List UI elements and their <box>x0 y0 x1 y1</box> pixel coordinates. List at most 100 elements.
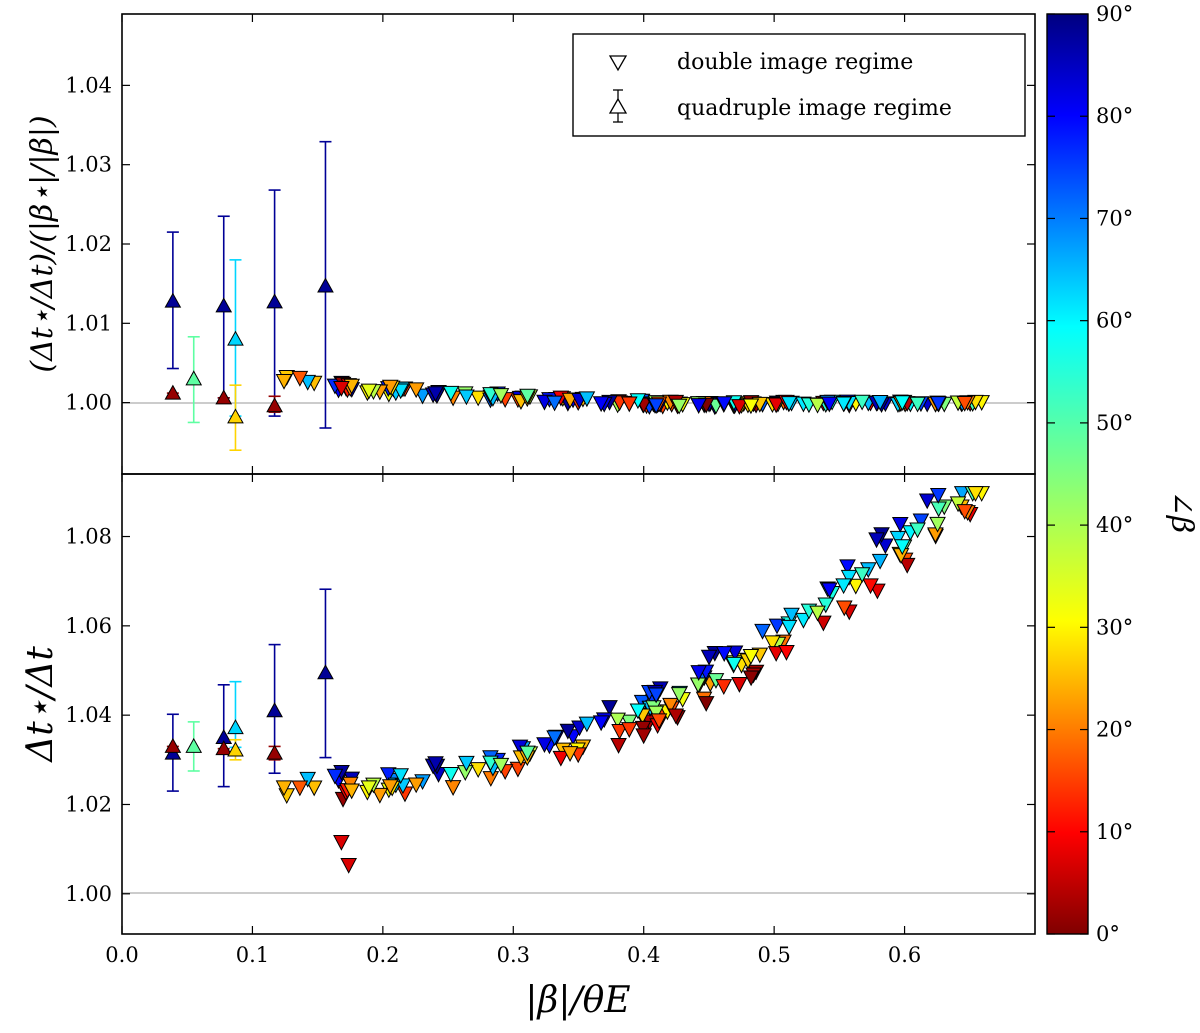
double-point-top <box>647 398 665 415</box>
double-point-bottom <box>815 615 832 632</box>
quad-point <box>266 397 283 413</box>
double-point-bottom <box>821 582 838 599</box>
double-point-bottom <box>795 612 812 629</box>
colorbar-tick-label: 0° <box>1096 922 1120 946</box>
double-point-bottom <box>444 780 462 796</box>
double-point-bottom <box>726 645 744 662</box>
double-point-bottom <box>291 780 309 797</box>
colorbar-tick-label: 60° <box>1096 309 1133 333</box>
colorbar-tick-label: 10° <box>1096 820 1133 844</box>
y-tick-label: 1.03 <box>65 153 112 177</box>
colorbar-tick-label: 20° <box>1096 718 1133 742</box>
double-point-bottom <box>647 687 665 704</box>
double-point-top <box>929 396 947 413</box>
double-point-bottom <box>407 777 425 794</box>
y-tick-label: 1.06 <box>65 614 112 638</box>
double-point-top <box>392 383 410 400</box>
double-point-bottom <box>780 619 798 636</box>
double-point-bottom <box>909 522 926 539</box>
quad-point <box>317 664 334 680</box>
double-point-bottom <box>835 600 853 617</box>
double-point-top <box>871 394 889 411</box>
quad-point <box>164 384 182 400</box>
double-point-bottom <box>670 687 688 703</box>
double-point-bottom <box>561 746 579 762</box>
double-point-bottom <box>898 557 916 574</box>
legend-double-label: double image regime <box>677 50 913 75</box>
double-point-top <box>809 397 826 414</box>
y-tick-label: 1.02 <box>65 232 112 256</box>
legend-box <box>572 33 1026 137</box>
double-point-top <box>835 396 852 413</box>
double-point-top <box>821 396 838 413</box>
double-point-bottom <box>601 700 618 716</box>
double-point-top <box>909 396 926 413</box>
top-y-axis-title: (Δt⋆/Δt)/(|β⋆|/|β|) <box>25 115 60 372</box>
double-point-bottom <box>379 767 397 784</box>
colorbar-ticks: 0° 10° 20° 30° 40° 50° 60° 70° 80° 90° <box>1047 2 1133 946</box>
double-point-bottom <box>482 771 500 787</box>
double-point-bottom <box>536 737 553 754</box>
double-point-top <box>620 396 638 413</box>
double-point-bottom <box>509 761 527 778</box>
double-point-bottom <box>754 623 771 640</box>
top-quadruple-group <box>164 140 334 452</box>
double-point-top <box>690 398 708 414</box>
bottom-axes-frame <box>121 473 1036 935</box>
x-tick-label: 0.6 <box>888 943 921 967</box>
colorbar-tick-label: 70° <box>1096 206 1133 230</box>
double-point-top <box>458 389 475 406</box>
double-point-bottom <box>343 783 361 800</box>
double-point-bottom <box>809 605 826 622</box>
quad-point <box>164 737 182 753</box>
double-point-bottom <box>275 780 293 797</box>
quad-point <box>266 293 283 309</box>
double-point-bottom <box>392 768 410 785</box>
double-point-top <box>291 370 309 387</box>
colorbar-gradient <box>1046 13 1089 935</box>
double-point-bottom <box>609 712 626 729</box>
bottom-y-ticks: 1.00 1.02 1.04 1.06 1.08 <box>65 525 1035 906</box>
double-point-bottom <box>690 665 708 681</box>
quad-point <box>227 330 244 346</box>
double-point-top <box>715 396 733 413</box>
double-point-bottom <box>783 607 800 624</box>
colorbar-tick-label: 50° <box>1096 411 1133 435</box>
double-point-bottom <box>912 513 930 530</box>
double-point-top <box>442 385 460 402</box>
colorbar: 0° 10° 20° 30° 40° 50° 60° 70° 80° 90° ∠β <box>1046 2 1199 946</box>
double-point-top <box>956 395 974 412</box>
y-tick-label: 1.01 <box>65 311 112 335</box>
double-point-bottom <box>725 656 743 673</box>
y-tick-label: 1.02 <box>65 792 112 816</box>
double-point-top <box>742 398 760 415</box>
colorbar-label: ∠β <box>1164 491 1199 533</box>
double-point-bottom <box>610 738 627 754</box>
double-point-bottom <box>647 705 665 722</box>
double-point-top <box>469 390 487 407</box>
double-point-bottom <box>305 780 323 797</box>
x-tick-label: 0.4 <box>627 943 660 967</box>
double-point-bottom <box>893 539 911 556</box>
double-point-bottom <box>956 504 974 520</box>
double-point-bottom <box>715 679 733 695</box>
double-point-top <box>670 398 688 415</box>
double-point-top <box>275 373 293 390</box>
quad-point <box>215 297 233 313</box>
legend-double-marker <box>608 55 628 72</box>
double-point-bottom <box>629 703 647 720</box>
colorbar-tick-label: 80° <box>1096 104 1133 128</box>
double-point-bottom <box>578 716 596 733</box>
double-point-bottom <box>458 755 475 772</box>
double-point-top <box>360 383 378 400</box>
double-point-bottom <box>778 645 795 661</box>
double-point-bottom <box>840 569 858 586</box>
double-point-bottom <box>492 757 510 774</box>
double-point-bottom <box>918 493 936 510</box>
double-point-bottom <box>442 767 460 783</box>
x-tick-label: 0.3 <box>497 943 530 967</box>
double-point-top <box>578 391 596 408</box>
double-point-bottom <box>871 553 889 570</box>
top-y-ticks: 1.00 1.01 1.02 1.03 1.04 <box>65 73 1035 415</box>
double-point-bottom <box>469 762 487 778</box>
